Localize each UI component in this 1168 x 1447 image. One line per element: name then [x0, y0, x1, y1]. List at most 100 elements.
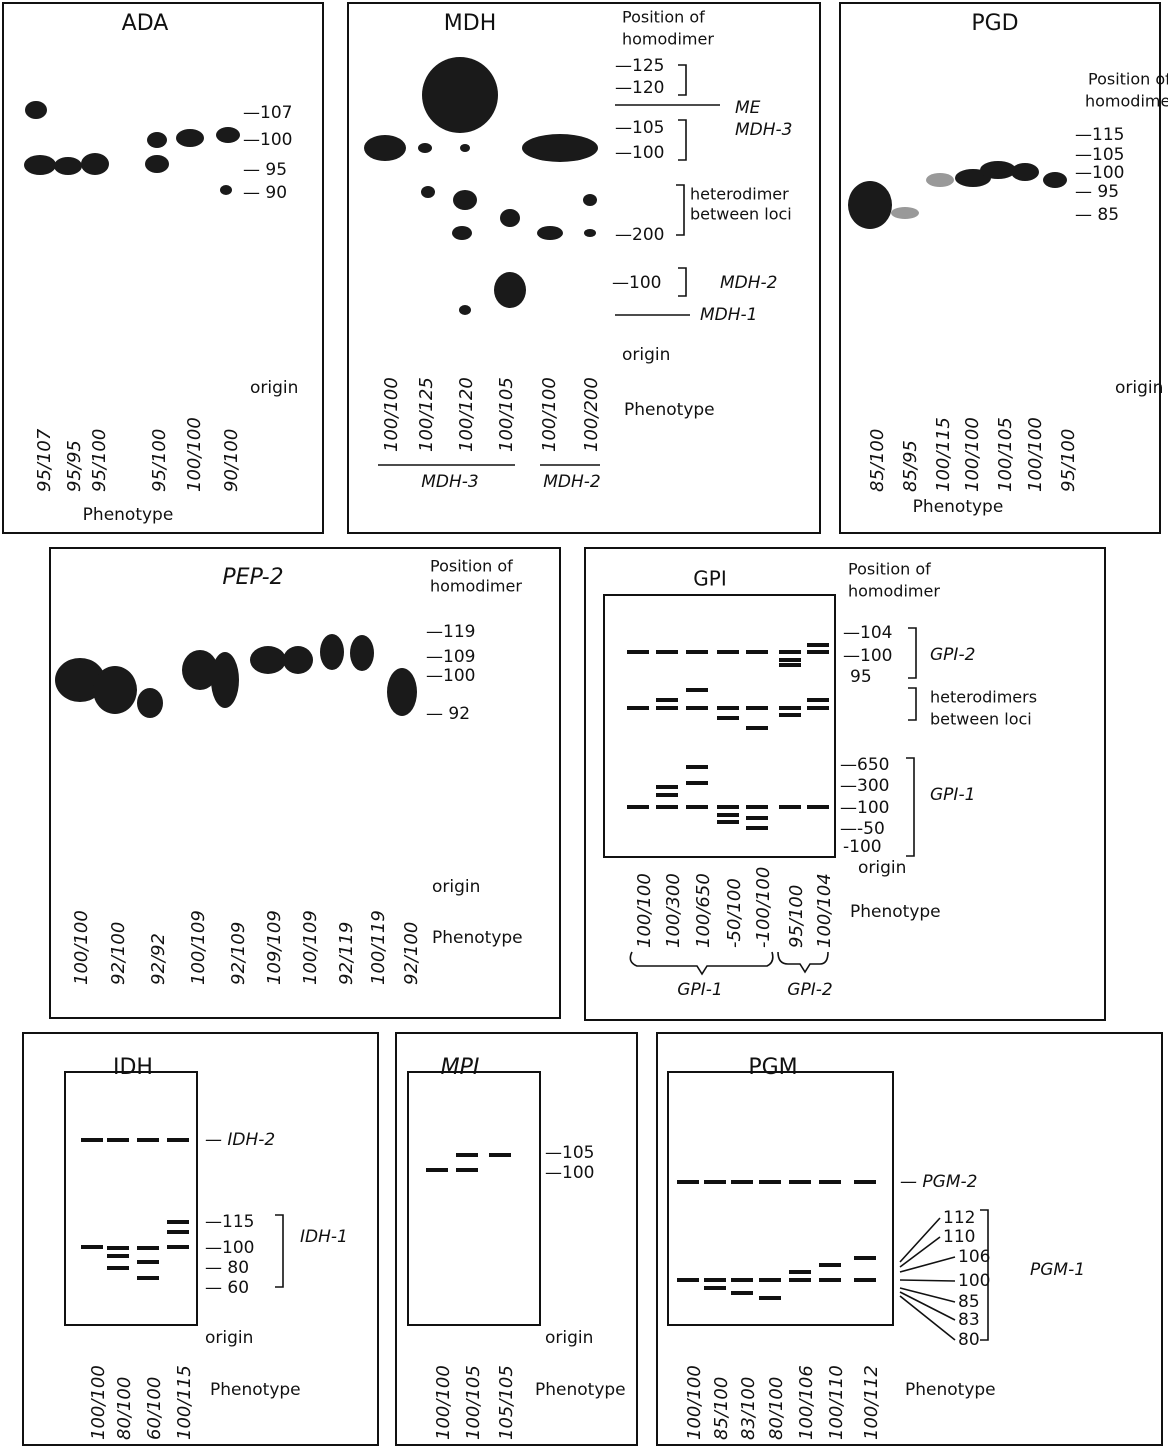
band [137, 1276, 159, 1280]
band [807, 698, 829, 702]
band [731, 1278, 753, 1282]
band [717, 716, 739, 720]
band [717, 650, 739, 654]
phenotype: 100/112 [861, 1365, 882, 1440]
panel-title: ADA [122, 11, 169, 36]
position-label: Position of [1088, 70, 1168, 89]
band [656, 805, 678, 809]
band [81, 1245, 103, 1249]
phenotype: 105/105 [496, 1365, 517, 1440]
phenotype: 95/100 [149, 429, 170, 492]
phenotype: 85/95 [900, 440, 921, 492]
panel-title: PGD [971, 11, 1018, 36]
band [854, 1278, 876, 1282]
group: GPI-2 [787, 980, 832, 1000]
phenotype: -50/100 [724, 878, 745, 948]
marker: —100 [205, 1238, 254, 1258]
band [107, 1254, 129, 1258]
marker: — 80 [205, 1258, 249, 1278]
phenotype: 100/100 [684, 1365, 705, 1440]
band [746, 706, 768, 710]
panel-title: IDH [113, 1055, 153, 1080]
band [456, 1153, 478, 1157]
band [789, 1270, 811, 1274]
phenotype: 100/100 [184, 417, 205, 492]
phenotype: 100/105 [995, 417, 1016, 492]
band [656, 650, 678, 654]
phenotype: 95/107 [34, 428, 55, 492]
band [176, 129, 204, 147]
phenotype-label: Phenotype [850, 902, 941, 922]
marker: —100 [1075, 163, 1124, 183]
band [686, 706, 708, 710]
marker: —-50 [840, 819, 885, 839]
phenotype: 100/100 [962, 417, 983, 492]
band [537, 226, 563, 240]
phenotype: 92/119 [336, 922, 357, 985]
phenotype: 100/105 [496, 377, 517, 452]
marker: —100 [843, 646, 892, 666]
band [426, 1168, 448, 1172]
band [779, 650, 801, 654]
locus: IDH-1 [300, 1227, 348, 1247]
band [107, 1246, 129, 1250]
phenotype-label: Phenotype [83, 505, 174, 525]
band [704, 1286, 726, 1290]
phenotype: 100/650 [693, 873, 714, 948]
band [522, 134, 598, 162]
band [283, 646, 313, 674]
band [677, 1180, 699, 1184]
band [779, 706, 801, 710]
marker: —119 [426, 622, 475, 642]
phenotype-label: Phenotype [535, 1380, 626, 1400]
band [107, 1138, 129, 1142]
locus: GPI-1 [930, 785, 975, 805]
band [494, 272, 526, 308]
phenotype: -100/100 [753, 867, 774, 948]
phenotype: 100/120 [456, 377, 477, 452]
band [819, 1278, 841, 1282]
band [926, 173, 954, 187]
band [147, 132, 167, 148]
phenotype: 92/100 [108, 922, 129, 985]
band [627, 650, 649, 654]
locus: — PGM-2 [900, 1172, 977, 1192]
band [137, 1260, 159, 1264]
locus: PGM-1 [1030, 1260, 1085, 1280]
marker: —105 [1075, 145, 1124, 165]
band [500, 209, 520, 227]
phenotype-label: Phenotype [905, 1380, 996, 1400]
band [320, 634, 344, 670]
marker: 112 [943, 1208, 975, 1228]
marker: —105 [545, 1143, 594, 1163]
phenotype-label: Phenotype [210, 1380, 301, 1400]
band [717, 706, 739, 710]
band [211, 652, 239, 708]
phenotype: 100/100 [539, 377, 560, 452]
band [779, 805, 801, 809]
group: GPI-1 [677, 980, 722, 1000]
band [137, 688, 163, 718]
phenotype: 100/100 [71, 910, 92, 985]
band [421, 186, 435, 198]
phenotype: 92/92 [148, 933, 169, 985]
phenotype: 95/100 [786, 885, 807, 948]
panel-title: MDH [444, 11, 496, 36]
panel-title: MPI [441, 1055, 480, 1080]
band [759, 1278, 781, 1282]
heterodimer: between loci [690, 205, 792, 224]
band [807, 805, 829, 809]
phenotype: 92/109 [228, 922, 249, 985]
phenotype: 100/100 [433, 1365, 454, 1440]
locus: MDH-3 [735, 120, 793, 140]
phenotype-label: Phenotype [624, 400, 715, 420]
phenotype: 95/100 [1058, 429, 1079, 492]
origin: origin [1115, 378, 1163, 398]
band [1011, 163, 1039, 181]
phenotype: 100/300 [663, 873, 684, 948]
band [807, 650, 829, 654]
marker: 83 [958, 1310, 980, 1330]
band [452, 226, 472, 240]
band [250, 646, 286, 674]
locus: MDH-1 [700, 305, 758, 325]
